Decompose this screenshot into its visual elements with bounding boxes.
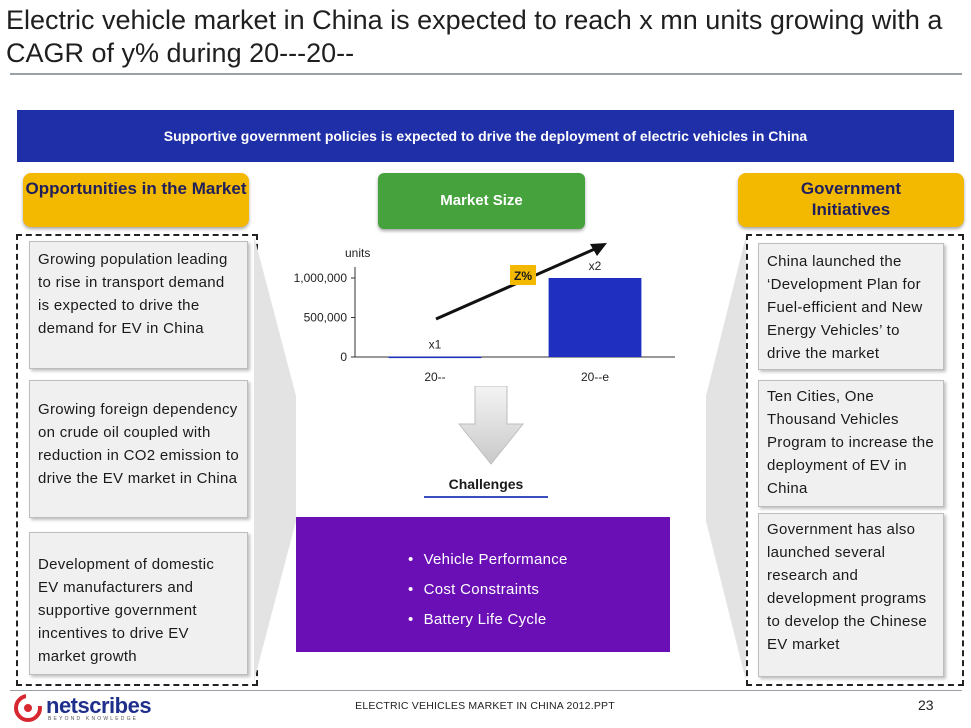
footer-filename: ELECTRIC VEHICLES MARKET IN CHINA 2012.P…: [355, 700, 615, 712]
title-divider: [10, 73, 962, 75]
footer-divider: [10, 690, 962, 691]
down-arrow-icon: [458, 386, 524, 465]
chart-y-tick-label: 0: [340, 350, 347, 364]
netscribes-logo-icon: [14, 694, 44, 722]
chart-x-tick-label: 20--e: [581, 370, 609, 384]
market-size-chart: units 0 500,000 1,000,000 x1 x2 20-- 20--e Z…: [294, 243, 675, 384]
initiative-panel-2: Ten Cities, One Thousand Vehicles Progra…: [758, 380, 944, 507]
brand-tagline: BEYOND KNOWLEDGE: [48, 716, 139, 722]
opportunity-panel-2: Growing foreign dependency on crude oil …: [29, 380, 248, 518]
opportunity-panel-1: Growing population leading to rise in tr…: [29, 241, 248, 369]
cagr-label: Z%: [514, 269, 532, 283]
challenges-box: Vehicle Performance Cost Constraints Bat…: [296, 517, 670, 652]
challenge-item: Cost Constraints: [408, 575, 568, 605]
chart-y-tick-label: 500,000: [304, 311, 348, 325]
right-funnel-shape: [706, 236, 746, 681]
initiative-panel-3: Government has also launched several res…: [758, 513, 944, 677]
chart-y-tick-label: 1,000,000: [294, 271, 348, 285]
challenges-label: Challenges: [424, 474, 548, 498]
challenge-item: Vehicle Performance: [408, 545, 568, 575]
challenge-item: Battery Life Cycle: [408, 605, 568, 635]
chart-data-label: x2: [589, 259, 602, 273]
brand-name: netscribes: [46, 693, 152, 718]
cagr-badge: [510, 265, 536, 285]
chart-bar: [388, 356, 482, 359]
market-size-header: Market Size: [378, 173, 585, 229]
page-number: 23: [918, 697, 934, 713]
chart-x-tick-label: 20--: [424, 370, 445, 384]
page-title: Electric vehicle market in China is expe…: [6, 5, 943, 68]
left-funnel-shape: [254, 236, 296, 681]
chart-y-unit-label: units: [345, 246, 370, 260]
opportunity-panel-3: Development of domestic EV manufacturers…: [29, 532, 248, 675]
opportunities-header: Opportunities in the Market: [23, 173, 249, 227]
initiatives-column: [746, 234, 964, 686]
cagr-arrow-head: [590, 243, 607, 256]
initiative-panel-1: China launched the ‘Development Plan for…: [758, 243, 944, 370]
government-initiatives-header: Government Initiatives: [738, 173, 964, 227]
chart-data-label: x1: [429, 338, 442, 352]
policy-banner: Supportive government policies is expect…: [17, 110, 954, 162]
chart-bar: [548, 278, 642, 357]
challenges-list: Vehicle Performance Cost Constraints Bat…: [408, 545, 568, 635]
